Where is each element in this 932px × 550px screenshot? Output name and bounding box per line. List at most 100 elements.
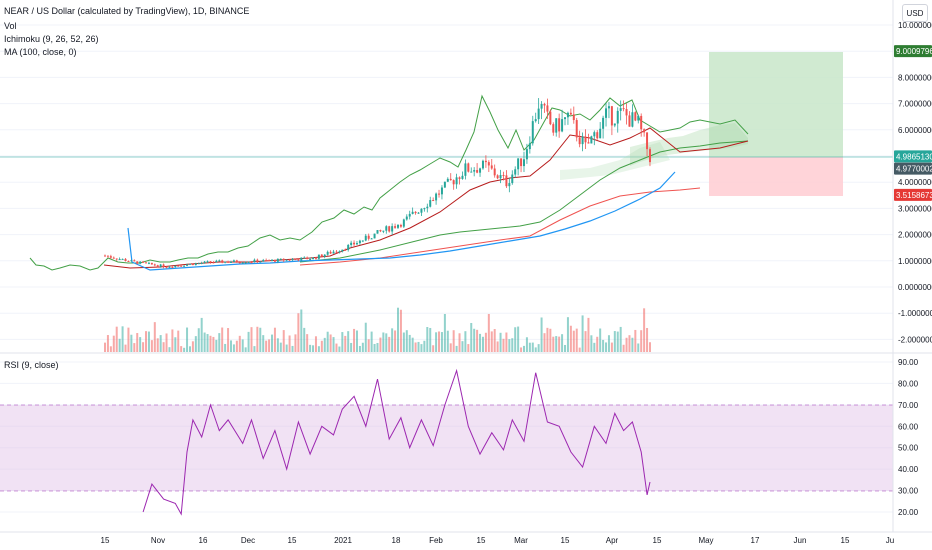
price-label-target[interactable]: 9.0009796: [894, 45, 932, 58]
candle-body: [446, 178, 449, 182]
ma-legend[interactable]: MA (100, close, 0): [4, 47, 77, 57]
currency-button[interactable]: USD: [902, 4, 928, 22]
candle-body: [596, 132, 599, 139]
candle-body: [329, 251, 332, 254]
time-tick-label: 15: [561, 536, 570, 545]
candle-body: [543, 104, 546, 106]
candle-body: [490, 165, 493, 169]
candle-body: [540, 104, 543, 109]
volume-bar: [262, 335, 265, 352]
candle-body: [188, 263, 191, 265]
volume-bar: [323, 337, 326, 352]
volume-bar: [534, 347, 537, 352]
volume-bar: [590, 335, 593, 352]
volume-bars: [104, 307, 651, 352]
volume-bar: [499, 332, 502, 352]
rsi-tick-label: 60.00: [898, 422, 919, 431]
ichimoku-senkou-b: [299, 140, 749, 263]
candle-body: [470, 171, 473, 173]
candle-body: [388, 226, 391, 232]
volume-bar: [616, 331, 619, 352]
candle-body: [575, 120, 578, 138]
candle-body: [420, 208, 423, 213]
candle-body: [347, 244, 350, 250]
candle-body: [517, 158, 520, 170]
time-tick-label: Dec: [241, 536, 255, 545]
volume-bar: [127, 327, 130, 352]
time-tick-label: 15: [653, 536, 662, 545]
volume-bar: [344, 335, 347, 352]
volume-bar: [259, 327, 262, 352]
volume-bar: [326, 331, 329, 352]
ichimoku-legend[interactable]: Ichimoku (9, 26, 52, 26): [4, 34, 99, 44]
candle-body: [578, 137, 581, 145]
target-zone[interactable]: [709, 52, 843, 157]
volume-bar: [156, 338, 159, 352]
time-tick-label: May: [698, 536, 713, 545]
volume-bar: [546, 327, 549, 352]
volume-bar: [622, 344, 625, 352]
candle-body: [180, 265, 183, 267]
candle-body: [115, 258, 118, 260]
volume-bar: [244, 347, 247, 352]
volume-bar: [256, 326, 259, 352]
time-tick-label: 15: [477, 536, 486, 545]
volume-bar: [520, 347, 523, 352]
price-axis: 10.00000009.00000008.00000007.00000006.0…: [898, 21, 932, 344]
candle-body: [473, 170, 476, 172]
price-label-last[interactable]: 4.9770002: [894, 162, 932, 175]
volume-bar: [561, 334, 564, 352]
volume-bar: [109, 346, 112, 352]
candle-body: [572, 114, 575, 121]
price-label-text: 9.0009796: [896, 47, 932, 56]
volume-bar: [241, 339, 244, 352]
candle-body: [341, 249, 344, 252]
volume-bar: [449, 343, 452, 352]
rsi-tick-label: 30.00: [898, 487, 919, 496]
volume-bar: [312, 345, 315, 352]
candle-body: [499, 174, 502, 179]
time-tick-label: 18: [392, 536, 401, 545]
volume-bar: [112, 335, 115, 352]
price-label-text: 4.9865130: [896, 152, 932, 161]
candle-body: [581, 136, 584, 145]
candle-body: [168, 266, 171, 268]
candle-body: [306, 257, 309, 260]
candle-body: [291, 259, 294, 261]
volume-bar: [391, 328, 394, 352]
volume-bar: [432, 345, 435, 352]
volume-bar: [467, 344, 470, 352]
volume-bar: [165, 333, 168, 352]
candle-body: [440, 187, 443, 195]
stop-zone[interactable]: [709, 157, 843, 196]
candle-body: [241, 262, 244, 264]
symbol-legend[interactable]: NEAR / US Dollar (calculated by TradingV…: [4, 6, 250, 16]
volume-bar: [470, 322, 473, 352]
volume-bar: [300, 309, 303, 352]
candle-body: [314, 257, 317, 259]
volume-bar: [382, 332, 385, 352]
candle-body: [520, 158, 523, 167]
volume-bar: [253, 346, 256, 352]
candle-body: [353, 242, 356, 245]
price-pane-grid: [0, 24, 893, 340]
volume-bar: [124, 344, 127, 352]
time-tick-label: 15: [288, 536, 297, 545]
candle-body: [528, 143, 531, 150]
rsi-legend[interactable]: RSI (9, close): [4, 360, 59, 370]
candle-body: [273, 259, 276, 262]
candle-body: [106, 255, 109, 257]
rsi-tick-label: 90.00: [898, 358, 919, 367]
price-label-entry[interactable]: 4.9865130: [894, 150, 932, 163]
candle-body: [303, 257, 306, 259]
volume-bar: [646, 327, 649, 352]
candle-body: [634, 112, 637, 121]
vol-legend[interactable]: Vol: [4, 21, 17, 31]
volume-bar: [379, 337, 382, 352]
price-label-stop[interactable]: 3.5158673: [894, 188, 932, 201]
volume-bar: [364, 322, 367, 352]
